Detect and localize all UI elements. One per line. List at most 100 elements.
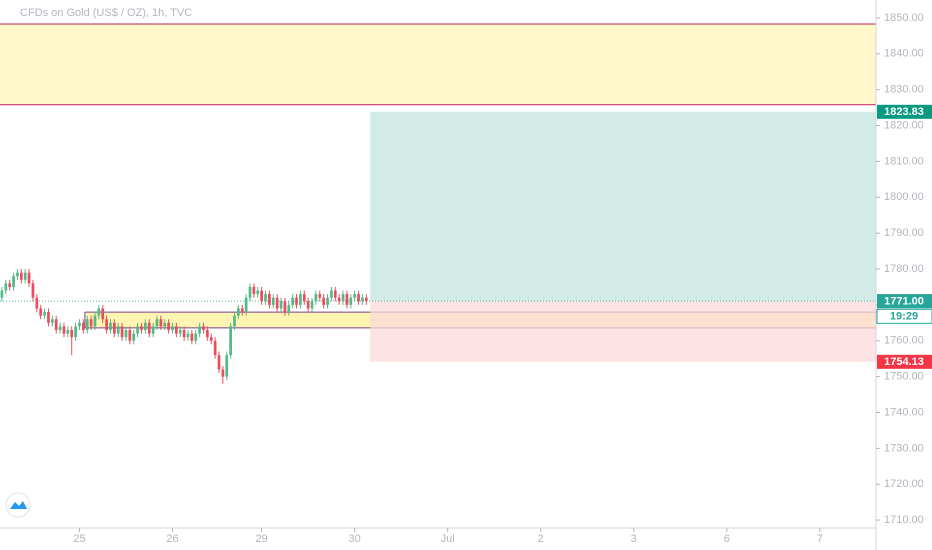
y-tick-label: 1790.00 — [884, 227, 924, 239]
candle-body — [225, 355, 229, 377]
candle-body — [19, 272, 23, 280]
x-tick-label: 7 — [817, 533, 823, 545]
x-tick-label: 6 — [724, 533, 730, 545]
x-tick-label: 30 — [349, 533, 361, 545]
candle-body — [101, 308, 105, 320]
candle-body — [167, 322, 170, 330]
candle-body — [275, 297, 279, 309]
countdown: 19:29 — [890, 311, 918, 323]
candle-body — [147, 322, 151, 334]
candle-body — [322, 297, 326, 305]
candle-body — [283, 301, 287, 313]
candle-body — [171, 326, 174, 330]
candle-body — [8, 283, 12, 287]
candle-body — [190, 333, 194, 341]
candle-body — [43, 312, 46, 316]
candle-body — [330, 290, 333, 298]
candle-body — [248, 286, 252, 298]
candle-body — [120, 326, 124, 338]
candle-body — [143, 322, 147, 330]
candle-body — [268, 294, 271, 305]
price-label: 1754.13 — [884, 356, 924, 368]
candle-body — [66, 330, 70, 334]
candle-body — [182, 330, 186, 338]
logo-icon[interactable] — [10, 501, 27, 509]
candle-body — [132, 333, 136, 341]
zone — [0, 24, 876, 105]
candle-body — [279, 301, 283, 309]
candle-body — [198, 326, 201, 334]
x-tick-label: 2 — [538, 533, 544, 545]
logo[interactable] — [5, 492, 31, 518]
candle-body — [299, 294, 302, 305]
candle-body — [97, 308, 101, 316]
candle-body — [0, 290, 4, 298]
price-label-box — [877, 104, 932, 119]
candle-body — [39, 308, 43, 316]
candle-body — [314, 294, 318, 302]
candle-body — [89, 319, 93, 327]
y-tick-label: 1850.00 — [884, 12, 924, 24]
candle-body — [16, 272, 19, 277]
candle-body — [291, 297, 295, 305]
candle-body — [136, 326, 139, 334]
candle-body — [287, 304, 291, 313]
candle-body — [12, 276, 15, 287]
candle-body — [349, 297, 353, 305]
candle-body — [116, 326, 120, 334]
countdown-box — [876, 308, 932, 324]
candle-body — [221, 369, 225, 377]
candle-body — [310, 301, 314, 309]
candle-body — [229, 326, 232, 356]
candle-body — [4, 283, 8, 291]
candle-body — [337, 297, 341, 302]
candle-body — [35, 297, 39, 309]
candle-body — [155, 319, 159, 327]
candle-body — [353, 294, 357, 298]
candle-body — [364, 297, 368, 302]
candle-body — [81, 322, 85, 330]
candle-body — [361, 297, 364, 302]
candle-body — [341, 294, 345, 302]
y-tick-label: 1780.00 — [884, 263, 924, 275]
candle-body — [260, 290, 263, 302]
candle-body — [256, 290, 260, 295]
loss-zone — [370, 301, 876, 362]
candle-body — [326, 297, 329, 305]
y-tick-label: 1710.00 — [884, 514, 924, 526]
price-label-box — [877, 294, 932, 309]
price-label-box — [877, 354, 932, 369]
candle-body — [27, 272, 31, 284]
y-tick-label: 1840.00 — [884, 48, 924, 60]
candle-body — [237, 308, 240, 316]
x-tick-label: 26 — [166, 533, 178, 545]
candle-body — [70, 330, 74, 338]
candle-body — [109, 322, 112, 330]
y-tick-label: 1720.00 — [884, 478, 924, 490]
y-tick-label: 1750.00 — [884, 371, 924, 383]
candle-body — [264, 294, 267, 302]
candle-body — [206, 330, 209, 338]
candle-body — [209, 337, 213, 341]
profit-zone — [370, 111, 876, 302]
chart-title: CFDs on Gold (US$ / OZ), 1h, TVC — [20, 7, 192, 19]
candle-body — [78, 322, 81, 327]
candle-body — [54, 319, 58, 330]
x-tick-label: 29 — [256, 533, 268, 545]
candle-body — [175, 326, 178, 334]
price-label: 1771.00 — [884, 296, 924, 308]
candle-body — [62, 326, 66, 334]
candle-body — [333, 290, 337, 298]
candle-body — [244, 297, 248, 313]
candle-body — [151, 326, 155, 334]
candle-body — [202, 326, 205, 330]
candle-body — [233, 315, 236, 327]
x-tick-label: 25 — [73, 533, 85, 545]
y-tick-label: 1760.00 — [884, 335, 924, 347]
candle-body — [217, 355, 221, 370]
candle-body — [357, 294, 360, 302]
candle-body — [128, 330, 132, 341]
candle-body — [93, 315, 97, 327]
price-label: 1823.83 — [884, 106, 924, 118]
